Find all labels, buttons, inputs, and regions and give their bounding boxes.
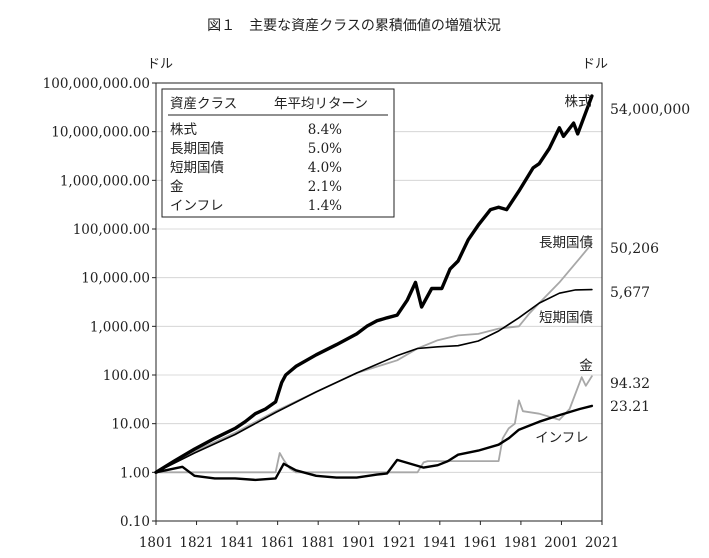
x-tick-label: 1821 [179,535,213,551]
end-value-label: 54,000,000 [610,102,690,118]
legend-row-name: インフレ [170,198,224,214]
series-line-4 [154,404,594,482]
legend-header-return: 年平均リターン [274,96,368,112]
legend-row-name: 長期国債 [170,141,224,157]
end-value-label: 23.21 [610,399,650,415]
x-tick-label: 1901 [342,535,376,551]
y-tick-label: 10.00 [111,417,150,433]
series-label: 金 [579,358,593,374]
chart-title: 図１ 主要な資産クラスの累積価値の増殖状況 [207,17,501,34]
legend-row-value: 4.0% [308,160,342,176]
legend-row-value: 8.4% [308,122,342,138]
x-tick-label: 1921 [382,535,416,551]
y-unit-left: ドル [147,57,173,72]
y-tick-label: 1.00 [120,465,150,481]
series-line-2 [155,288,593,474]
legend-header-class: 資産クラス [170,96,237,112]
x-tick-label: 1981 [504,535,538,551]
y-tick-label: 0.10 [120,514,150,530]
legend-row-value: 2.1% [308,179,342,195]
y-tick-label: 100,000,000.00 [43,76,150,92]
series-group [154,94,594,482]
y-tick-label: 100,000.00 [73,222,150,238]
y-tick-label: 1,000,000.00 [60,173,150,189]
plot-frame [155,82,603,522]
x-tick-label: 1881 [301,535,335,551]
x-tick-label: 2021 [585,535,619,551]
y-tick-label: 10,000,000.00 [51,125,150,141]
end-value-label: 50,206 [610,241,659,257]
y-tick-label: 10,000.00 [81,271,150,287]
x-tick-label: 1961 [463,535,497,551]
legend-box [161,88,395,218]
series-label: インフレ [535,430,589,446]
x-tick-label: 1861 [260,535,294,551]
y-tick-label: 100.00 [103,368,150,384]
series-label: 株式 [565,94,593,110]
end-value-labels: 54,000,000 50,206 5,677 94.32 23.21 [610,102,690,415]
series-label: 短期国債 [539,310,593,326]
x-axis: 1801 1821 1841 1861 1881 1901 1921 1941 1961 1981… [139,521,619,551]
legend-row-name: 株式 [170,122,197,138]
y-axis: 100,000,000.00 10,000,000.00 1,000,000.00 1… [43,76,156,530]
y-tick-label: 1,000.00 [90,319,150,335]
x-tick-label: 2001 [544,535,578,551]
legend-row-value: 5.0% [308,141,342,157]
x-tick-label: 1841 [220,535,254,551]
end-value-label: 5,677 [610,285,650,301]
legend-row-value: 1.4% [308,198,342,214]
series-line-0 [154,94,594,474]
legend-row-name: 短期国債 [170,160,224,176]
legend-row-name: 金 [170,179,184,195]
x-tick-label: 1801 [139,535,173,551]
y-unit-right: ドル [582,57,608,72]
x-tick-label: 1941 [423,535,457,551]
series-label: 長期国債 [539,235,593,251]
series-line-1 [155,242,593,474]
end-value-label: 94.32 [610,376,650,392]
series-line-3 [155,375,593,474]
legend-table: 資産クラス 年平均リターン 株式 8.4% 長期国債 5.0% 短期国債 4.0% 金 2.1… [161,88,395,218]
